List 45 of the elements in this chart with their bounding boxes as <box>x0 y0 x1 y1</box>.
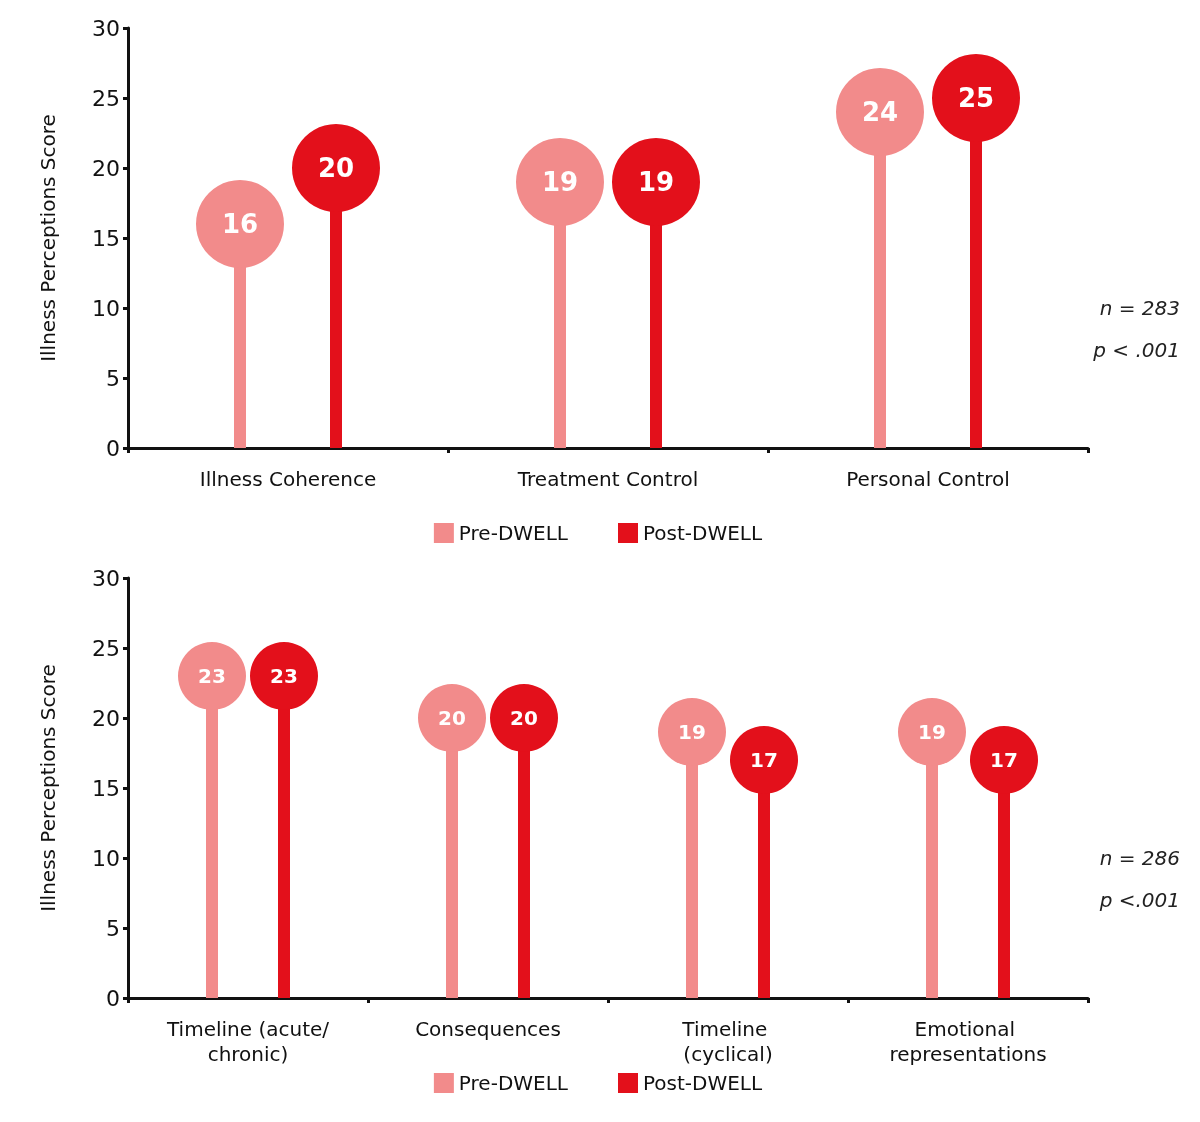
data-label: 20 <box>510 706 538 730</box>
y-axis-title: Illness Perceptions Score <box>36 664 60 912</box>
y-tick-label: 10 <box>92 295 120 321</box>
data-label: 19 <box>541 167 579 197</box>
x-tick-label: Emotional representations <box>889 1016 1047 1066</box>
legend-label: Post-DWELL <box>642 521 763 545</box>
y-tick-label: 30 <box>92 15 120 41</box>
y-tick-label: 0 <box>106 985 120 1011</box>
text: n = 286 <box>1099 846 1181 870</box>
y-tick-label: 25 <box>92 635 120 661</box>
y-axis-title: Illness Perceptions Score <box>36 114 60 362</box>
data-label: 24 <box>861 97 899 127</box>
x-tick-label: Consequences <box>415 1016 561 1041</box>
y-tick-label: 10 <box>92 845 120 871</box>
y-tick-label: 25 <box>92 85 120 111</box>
y-tick-label: 15 <box>92 225 120 251</box>
legend-label: Pre-DWELL <box>458 521 569 545</box>
data-label: 19 <box>637 167 675 197</box>
x-tick-label: Timeline (acute/chronic) <box>165 1016 330 1066</box>
x-tick-label: Personal Control <box>846 466 1010 491</box>
y-tick-label: 30 <box>92 565 120 591</box>
y-tick-label: 5 <box>106 365 120 391</box>
y-tick-label: 20 <box>92 155 120 181</box>
data-label: 25 <box>957 83 995 113</box>
x-tick-label: Illness Coherence <box>199 466 377 491</box>
y-tick-label: 15 <box>92 775 120 801</box>
data-label: 19 <box>678 720 706 744</box>
data-label: 23 <box>270 664 298 688</box>
data-label: 16 <box>221 209 259 239</box>
text: n = 283 <box>1099 296 1181 320</box>
text: p < .001 <box>1092 338 1180 362</box>
legend-label: Post-DWELL <box>642 1071 763 1095</box>
data-label: 23 <box>198 664 226 688</box>
legend-label: Pre-DWELL <box>458 1071 569 1095</box>
data-label: 17 <box>750 748 778 772</box>
x-tick-label: Timeline (cyclical) <box>681 1016 774 1066</box>
text: p <.001 <box>1098 888 1180 912</box>
y-tick-label: 5 <box>106 915 120 941</box>
y-tick-label: 20 <box>92 705 120 731</box>
y-tick-label: 0 <box>106 435 120 461</box>
x-tick-label: Treatment Control <box>516 466 699 491</box>
data-label: 20 <box>438 706 466 730</box>
data-label: 19 <box>918 720 946 744</box>
data-label: 17 <box>990 748 1018 772</box>
data-label: 20 <box>317 153 355 183</box>
